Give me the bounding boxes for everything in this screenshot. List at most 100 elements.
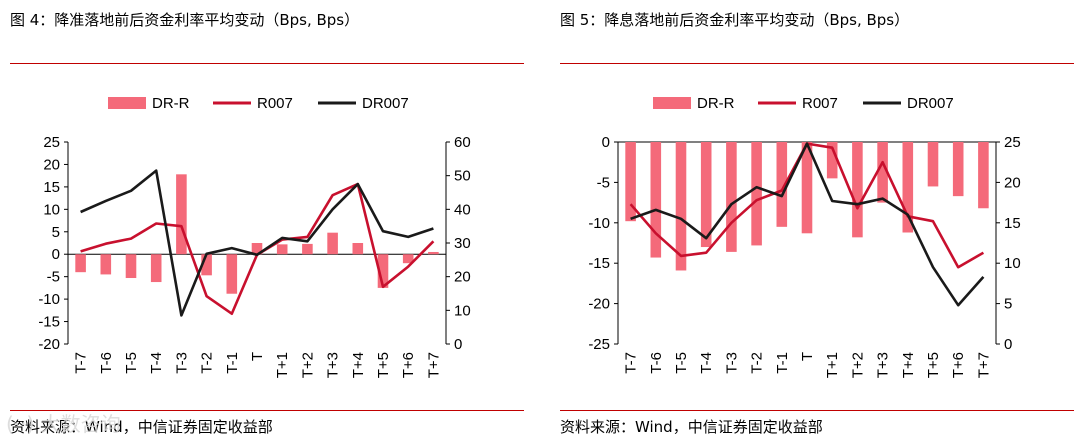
source-divider <box>10 410 524 411</box>
legend-label-dr-r: DR-R <box>697 95 735 112</box>
chart-panel-left: 图 4：降准落地前后资金利率平均变动（Bps, Bps） DR-R R007 DR0… <box>10 0 530 440</box>
x-tick-label: T-1 <box>774 352 791 374</box>
chart-title: 图 5：降息落地前后资金利率平均变动（Bps, Bps） <box>560 11 910 29</box>
x-tick-label: T-3 <box>173 352 190 374</box>
title-divider <box>10 63 524 64</box>
y-right-tick-label: 25 <box>1004 134 1021 151</box>
y-left-tick-label: 20 <box>43 156 60 173</box>
bar-dr-r-t-2 <box>201 254 212 276</box>
y-left-tick-label: -20 <box>588 296 610 313</box>
bar-dr-r-t-3 <box>726 142 737 252</box>
bar-dr-r-t-6 <box>100 254 112 275</box>
x-tick-label: T+2 <box>849 352 866 378</box>
bar-dr-r-t-7 <box>75 254 86 273</box>
x-tick-label: T+3 <box>325 352 342 378</box>
bar-dr-r-t+1 <box>826 142 838 179</box>
bar-dr-r-t-5 <box>125 254 137 279</box>
x-tick-label: T-1 <box>224 352 241 374</box>
y-left-tick-label: -25 <box>588 336 610 353</box>
legend-swatch-dr-r <box>653 97 691 109</box>
x-tick-label: T+7 <box>425 352 442 378</box>
y-left-tick-label: 15 <box>43 179 60 196</box>
bar-dr-r-t-3 <box>176 174 187 255</box>
bar-dr-r-t-4 <box>150 254 162 283</box>
y-right-tick-label: 10 <box>1004 255 1021 272</box>
x-tick-label: T+4 <box>350 352 367 378</box>
x-tick-label: T-5 <box>673 352 690 374</box>
x-tick-label: T-6 <box>648 352 665 374</box>
x-tick-label: T-2 <box>199 352 216 374</box>
x-tick-label: T+5 <box>925 352 942 378</box>
bar-dr-r-t+4 <box>352 243 364 255</box>
bar-dr-r-t+4 <box>902 142 914 233</box>
y-left-tick-label: -20 <box>38 336 60 353</box>
bar-dr-r-t+7 <box>428 251 439 255</box>
title-divider <box>560 63 1074 64</box>
series-line-dr007 <box>80 169 434 317</box>
y-right-tick-label: 20 <box>454 269 471 286</box>
chart-rate-cut: DR-R R007 DR007 -25 -20 -15 -10 -5 0 0 5 10 15 20 25 T-… <box>588 95 1021 378</box>
watermark-logo: (··) 大数咨询 <box>6 412 121 436</box>
y-left-tick-label: 0 <box>52 246 60 263</box>
bar-dr-r-t-4 <box>700 142 712 248</box>
chart-panel-right: 图 5：降息落地前后资金利率平均变动（Bps, Bps） DR-R R007 DR0… <box>560 0 1080 440</box>
y-right-tick-label: 10 <box>454 302 471 319</box>
x-tick-label: T+6 <box>950 352 967 378</box>
bar-dr-r-t-5 <box>675 142 687 271</box>
bar-dr-r-t+5 <box>927 142 939 187</box>
bar-dr-r-t+1 <box>276 244 288 255</box>
source-divider <box>560 410 1074 411</box>
y-left-tick-label: 0 <box>602 134 610 151</box>
bar-dr-r-t+3 <box>877 142 888 203</box>
bar-dr-r-t+2 <box>302 243 313 255</box>
x-tick-label: T <box>249 352 266 361</box>
legend-label-r007: R007 <box>257 95 293 112</box>
y-left-tick-label: 5 <box>52 224 60 241</box>
y-left-tick-label: 25 <box>43 134 60 151</box>
y-right-tick-label: 0 <box>1004 336 1012 353</box>
x-tick-label: T+2 <box>299 352 316 378</box>
y-right-tick-label: 15 <box>1004 215 1021 232</box>
bar-dr-r-t+6 <box>402 254 414 264</box>
x-tick-label: T+7 <box>975 352 992 378</box>
bar-dr-r-t <box>251 243 263 255</box>
y-left-tick-label: 10 <box>43 201 60 218</box>
y-right-tick-label: 0 <box>454 336 462 353</box>
y-left-tick-label: -5 <box>597 174 610 191</box>
bar-dr-r-t+7 <box>978 142 989 209</box>
y-left-tick-label: -15 <box>588 255 610 272</box>
bar-dr-r-t-1 <box>226 254 238 294</box>
y-left-tick-label: -10 <box>38 291 60 308</box>
x-tick-label: T-3 <box>723 352 740 374</box>
y-right-tick-label: 5 <box>1004 296 1012 313</box>
x-tick-label: T-4 <box>148 352 165 374</box>
bar-dr-r-t-1 <box>776 142 788 227</box>
x-tick-label: T-5 <box>123 352 140 374</box>
x-tick-label: T-4 <box>698 352 715 374</box>
legend-label-r007: R007 <box>802 95 838 112</box>
source-note: 资料来源：Wind，中信证券固定收益部 <box>10 418 273 436</box>
x-tick-label: T+1 <box>824 352 841 378</box>
y-right-tick-label: 50 <box>454 168 471 185</box>
bar-dr-r-t-6 <box>650 142 662 258</box>
y-right-tick-label: 60 <box>454 134 471 151</box>
legend-label-dr-r: DR-R <box>152 95 190 112</box>
y-right-tick-label: 40 <box>454 201 471 218</box>
x-tick-label: T-6 <box>98 352 115 374</box>
y-left-tick-label: -10 <box>588 215 610 232</box>
series-line-dr007 <box>630 142 985 307</box>
bar-dr-r-t-7 <box>625 142 636 222</box>
bar-dr-r-t+2 <box>852 142 863 238</box>
y-right-tick-label: 30 <box>454 235 471 252</box>
bar-dr-r-t-2 <box>751 142 762 246</box>
y-left-tick-label: -5 <box>47 269 60 286</box>
x-tick-label: T+1 <box>274 352 291 378</box>
chart-title: 图 4：降准落地前后资金利率平均变动（Bps, Bps） <box>10 11 360 29</box>
bar-dr-r-t+5 <box>377 254 389 288</box>
chart-rrr-cut: DR-R R007 DR007 -20 -15 -10 -5 0 5 10 15 20 25 0 10 20 3… <box>38 95 471 378</box>
legend-label-dr007: DR007 <box>362 95 409 112</box>
x-tick-label: T+5 <box>375 352 392 378</box>
source-note: 资料来源：Wind，中信证券固定收益部 <box>560 418 823 436</box>
legend-swatch-dr-r <box>108 97 146 109</box>
y-right-tick-label: 20 <box>1004 174 1021 191</box>
